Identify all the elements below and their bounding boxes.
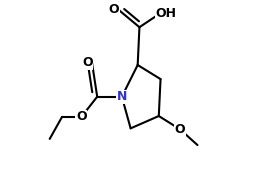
Text: O: O (76, 110, 87, 123)
Text: O: O (175, 123, 185, 136)
Text: N: N (117, 90, 127, 103)
Text: OH: OH (155, 7, 176, 20)
Text: O: O (82, 56, 93, 69)
Text: O: O (109, 3, 119, 16)
